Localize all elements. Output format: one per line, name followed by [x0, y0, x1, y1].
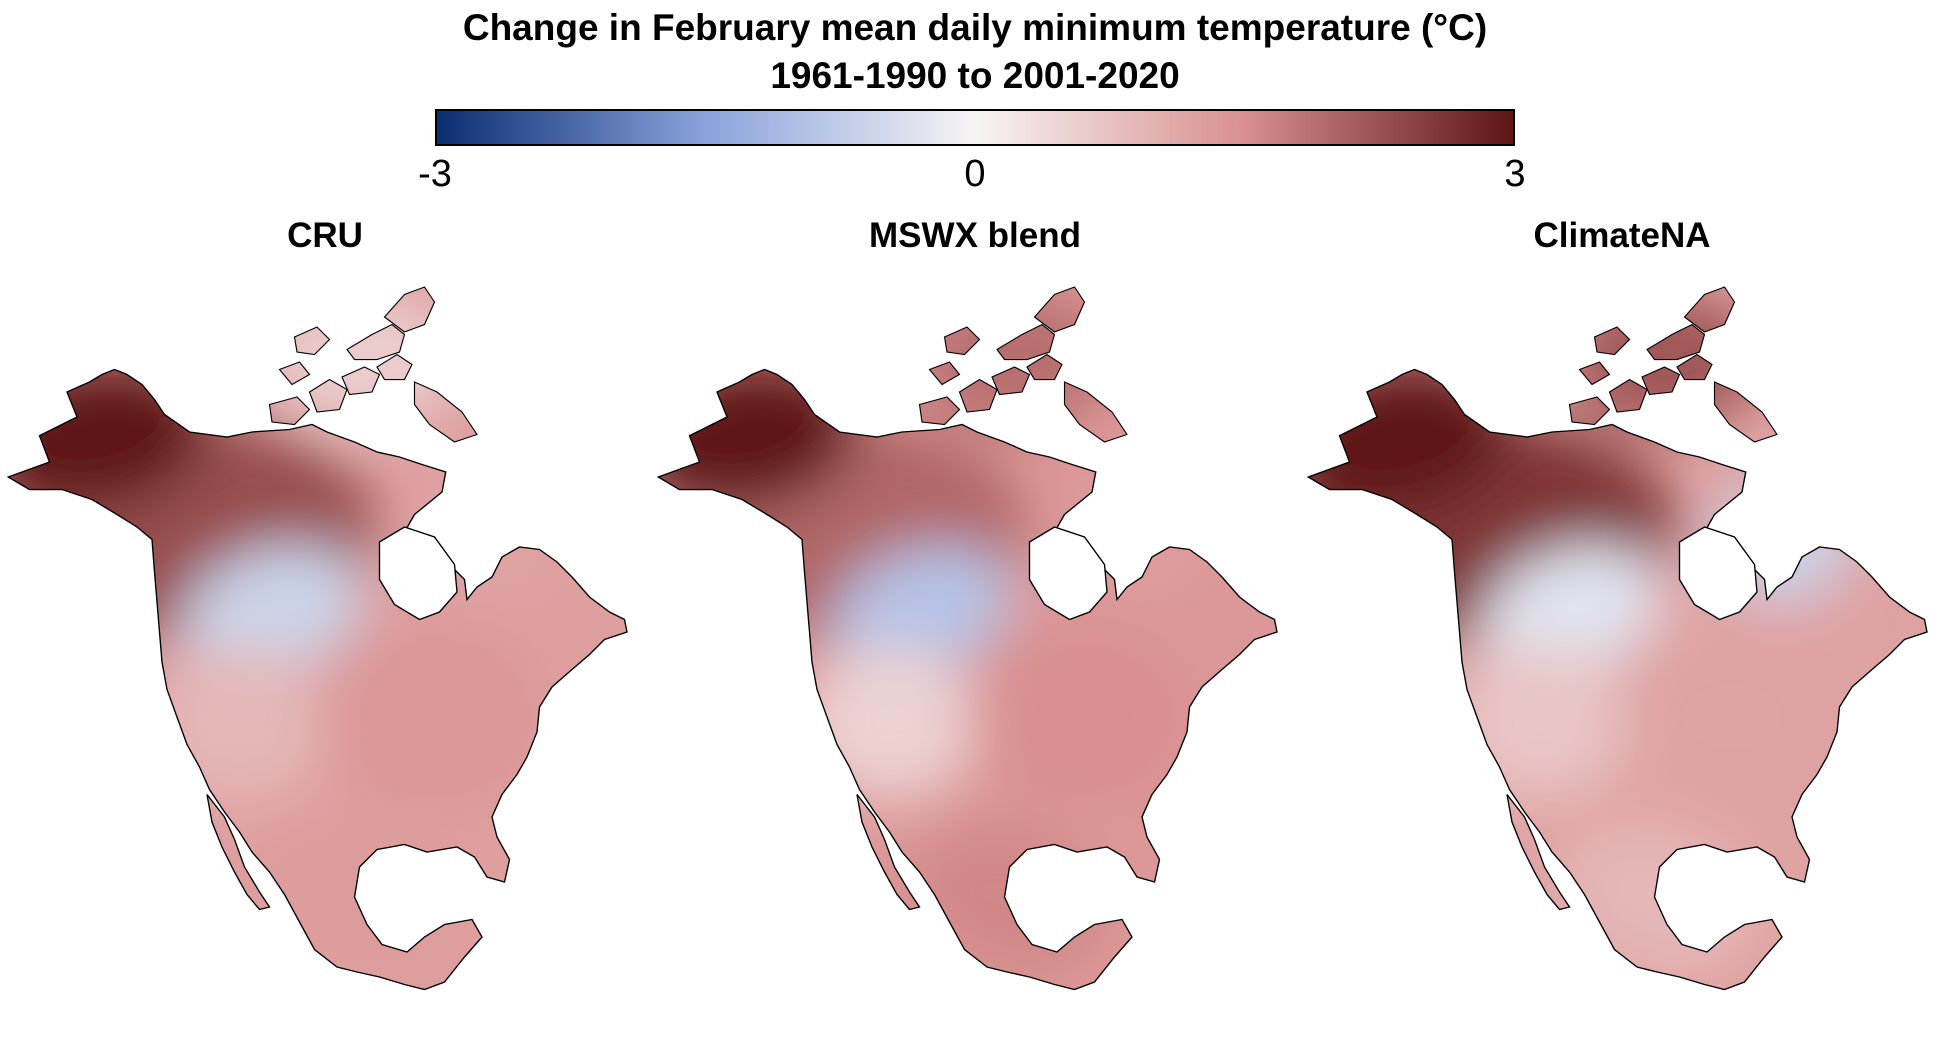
colorbar-mid-label: 0 — [964, 153, 986, 195]
region-eastern-us — [1618, 619, 1849, 815]
arctic-island — [376, 353, 413, 381]
region-arctic-islands — [1564, 292, 1765, 430]
map-panel-cru — [6, 286, 628, 991]
arctic-island — [268, 396, 311, 426]
arctic-island — [341, 366, 381, 396]
arctic-island — [928, 361, 961, 386]
arctic-island — [1578, 361, 1611, 386]
arctic-island — [991, 366, 1031, 396]
coastline — [1306, 368, 1928, 991]
map-panel-climatena — [1306, 286, 1928, 991]
arctic-island — [943, 326, 981, 356]
region-western-us — [799, 645, 980, 801]
hudson-bay — [1028, 526, 1108, 621]
baja-coastline — [1506, 794, 1571, 911]
arctic-island — [1608, 378, 1648, 413]
arctic-island — [1063, 381, 1128, 443]
arctic-island — [996, 323, 1056, 361]
arctic-island — [1026, 353, 1063, 381]
panel-title-mswx: MSWX blend — [869, 216, 1081, 255]
panel-title-cru: CRU — [287, 216, 363, 255]
arctic-island — [1713, 381, 1778, 443]
baja-coastline — [206, 794, 271, 911]
arctic-island — [1641, 366, 1681, 396]
baja-coastline — [856, 794, 921, 911]
arctic-island — [1646, 323, 1706, 361]
hudson-bay — [378, 526, 458, 621]
hudson-bay — [1678, 526, 1758, 621]
region-eastern-us — [318, 619, 549, 815]
arctic-island — [918, 396, 961, 426]
panel-title-climatena: ClimateNA — [1533, 216, 1711, 255]
region-canadian-prairies — [830, 543, 1012, 678]
arctic-island — [1683, 286, 1736, 333]
region-arctic-islands — [264, 292, 465, 430]
arctic-island — [278, 361, 311, 386]
region-canadian-prairies — [180, 543, 362, 678]
arctic-island — [293, 326, 331, 356]
arctic-island — [383, 286, 436, 333]
arctic-island — [1568, 396, 1611, 426]
arctic-island — [958, 378, 998, 413]
region-canadian-prairies — [1480, 543, 1662, 678]
arctic-island — [1593, 326, 1631, 356]
region-eastern-us — [968, 619, 1199, 815]
figure-subtitle: 1961-1990 to 2001-2020 — [770, 55, 1180, 96]
coastline — [656, 368, 1278, 991]
arctic-island — [413, 381, 478, 443]
region-arctic-islands — [914, 292, 1115, 430]
arctic-island — [1676, 353, 1713, 381]
colorbar-max-label: 3 — [1504, 153, 1526, 195]
arctic-island — [1033, 286, 1086, 333]
colorbar — [435, 109, 1515, 146]
map-panel-mswx-blend — [656, 286, 1278, 991]
figure-title: Change in February mean daily minimum te… — [462, 7, 1488, 48]
region-western-us — [149, 645, 330, 801]
arctic-island — [346, 323, 406, 361]
region-western-us — [1449, 645, 1630, 801]
colorbar-min-label: -3 — [418, 153, 452, 195]
coastline — [6, 368, 628, 991]
arctic-island — [308, 378, 348, 413]
